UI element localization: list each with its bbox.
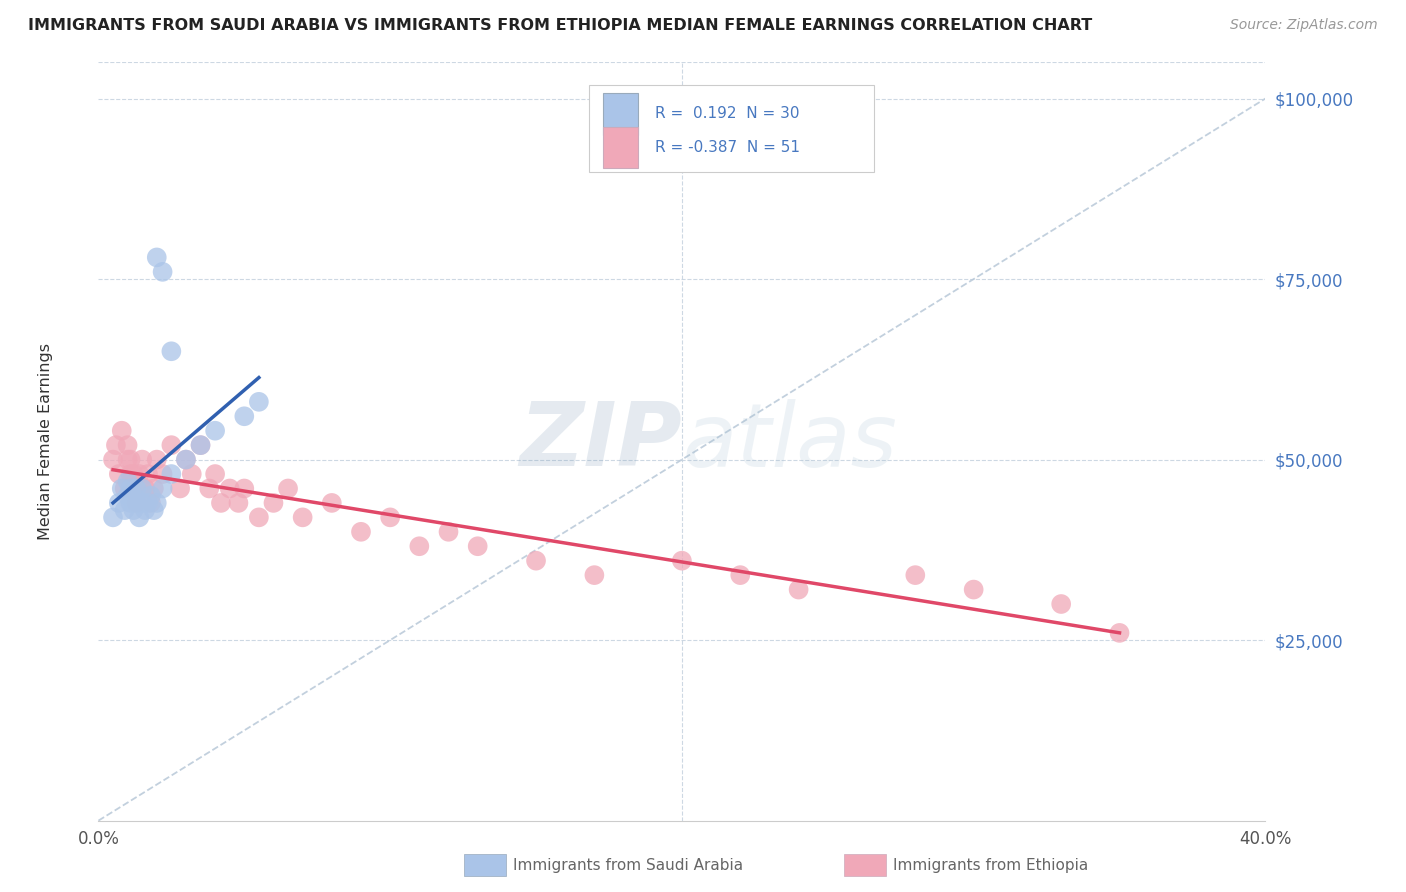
Point [583, 568, 606, 582]
Point [291, 510, 314, 524]
Point [131, 452, 153, 467]
Point [152, 467, 174, 481]
Bar [603, 127, 637, 169]
Point [117, 452, 139, 467]
Point [125, 496, 148, 510]
Point [380, 510, 402, 524]
Point [120, 482, 142, 496]
Point [142, 503, 165, 517]
Text: R = -0.387  N = 51: R = -0.387 N = 51 [655, 140, 800, 155]
Point [117, 475, 139, 489]
Point [204, 424, 226, 438]
Point [730, 568, 752, 582]
Point [122, 503, 145, 517]
Point [128, 510, 150, 524]
Point [160, 344, 183, 359]
Text: Immigrants from Ethiopia: Immigrants from Ethiopia [893, 858, 1088, 872]
Point [136, 496, 159, 510]
Point [111, 424, 134, 438]
Text: atlas: atlas [682, 399, 897, 484]
Point [160, 467, 183, 481]
FancyBboxPatch shape [589, 85, 875, 172]
Point [139, 496, 162, 510]
Text: Immigrants from Saudi Arabia: Immigrants from Saudi Arabia [513, 858, 744, 872]
Point [125, 482, 148, 496]
Text: ZIP: ZIP [519, 398, 682, 485]
Point [247, 394, 270, 409]
Point [104, 438, 127, 452]
Point [108, 467, 131, 481]
Point [117, 489, 139, 503]
Point [108, 496, 131, 510]
Point [180, 467, 202, 481]
Point [122, 489, 145, 503]
Point [904, 568, 927, 582]
Point [198, 482, 221, 496]
Text: IMMIGRANTS FROM SAUDI ARABIA VS IMMIGRANTS FROM ETHIOPIA MEDIAN FEMALE EARNINGS : IMMIGRANTS FROM SAUDI ARABIA VS IMMIGRAN… [28, 18, 1092, 33]
Point [122, 467, 145, 481]
Point [125, 482, 148, 496]
Point [146, 251, 169, 265]
Point [152, 482, 174, 496]
Point [787, 582, 810, 597]
Point [1050, 597, 1073, 611]
Point [114, 503, 136, 517]
Point [209, 496, 232, 510]
Point [321, 496, 343, 510]
Point [120, 496, 142, 510]
Point [437, 524, 460, 539]
Point [218, 482, 240, 496]
Point [524, 554, 547, 568]
Point [136, 467, 159, 481]
Point [128, 467, 150, 481]
Point [160, 438, 183, 452]
Point [139, 489, 162, 503]
Bar [603, 93, 637, 135]
Point [277, 482, 299, 496]
Point [174, 452, 197, 467]
Point [101, 510, 124, 524]
Point [131, 482, 153, 496]
Point [671, 554, 693, 568]
Point [204, 467, 226, 481]
Point [134, 482, 156, 496]
Point [117, 438, 139, 452]
Point [174, 452, 197, 467]
Point [962, 582, 984, 597]
Point [262, 496, 284, 510]
Point [233, 482, 256, 496]
Text: R =  0.192  N = 30: R = 0.192 N = 30 [655, 106, 800, 121]
Point [146, 496, 169, 510]
Point [228, 496, 250, 510]
Point [467, 539, 489, 553]
Point [131, 496, 153, 510]
Point [1108, 626, 1130, 640]
Point [142, 482, 165, 496]
Point [125, 496, 148, 510]
Point [408, 539, 430, 553]
Point [101, 452, 124, 467]
Point [190, 438, 212, 452]
Point [146, 452, 169, 467]
Point [247, 510, 270, 524]
Point [114, 482, 136, 496]
Point [111, 482, 134, 496]
Point [190, 438, 212, 452]
Text: Median Female Earnings: Median Female Earnings [38, 343, 53, 540]
Point [152, 265, 174, 279]
Point [120, 467, 142, 481]
Point [120, 452, 142, 467]
Point [233, 409, 256, 424]
Text: Source: ZipAtlas.com: Source: ZipAtlas.com [1230, 18, 1378, 32]
Point [134, 503, 156, 517]
Point [122, 482, 145, 496]
Point [169, 482, 191, 496]
Point [350, 524, 373, 539]
